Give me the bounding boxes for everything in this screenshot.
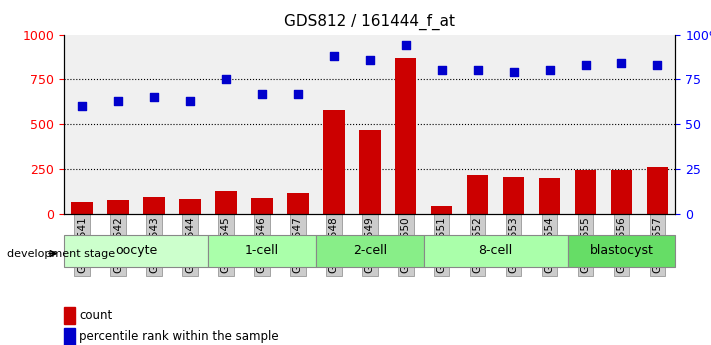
- Bar: [179, 199, 201, 214]
- Text: percentile rank within the sample: percentile rank within the sample: [80, 330, 279, 343]
- Point: [148, 95, 159, 100]
- Bar: [647, 167, 668, 214]
- Bar: [359, 130, 380, 214]
- Bar: [215, 190, 237, 214]
- Text: blastocyst: blastocyst: [589, 244, 653, 257]
- Bar: [64, 328, 75, 345]
- Point: [508, 69, 519, 75]
- Point: [652, 62, 663, 68]
- Text: 1-cell: 1-cell: [245, 244, 279, 257]
- Title: GDS812 / 161444_f_at: GDS812 / 161444_f_at: [284, 14, 455, 30]
- FancyBboxPatch shape: [424, 235, 567, 267]
- Point: [580, 62, 592, 68]
- Bar: [467, 175, 488, 214]
- FancyBboxPatch shape: [208, 235, 316, 267]
- Point: [472, 68, 483, 73]
- Bar: [64, 307, 75, 324]
- Bar: [143, 197, 165, 214]
- Point: [76, 104, 87, 109]
- Bar: [503, 177, 525, 214]
- Point: [112, 98, 124, 104]
- FancyBboxPatch shape: [567, 235, 675, 267]
- Point: [544, 68, 555, 73]
- Bar: [287, 193, 309, 214]
- Point: [364, 57, 375, 62]
- Bar: [107, 199, 129, 214]
- Point: [256, 91, 267, 97]
- Bar: [539, 178, 560, 214]
- Bar: [251, 198, 272, 214]
- FancyBboxPatch shape: [316, 235, 424, 267]
- Point: [184, 98, 196, 104]
- Bar: [574, 170, 597, 214]
- Text: development stage: development stage: [7, 249, 115, 258]
- Point: [436, 68, 447, 73]
- Bar: [71, 202, 92, 214]
- Point: [220, 77, 232, 82]
- Point: [400, 42, 412, 48]
- Point: [292, 91, 304, 97]
- Bar: [431, 206, 452, 214]
- Point: [616, 60, 627, 66]
- Bar: [323, 110, 345, 214]
- Text: 2-cell: 2-cell: [353, 244, 387, 257]
- Text: count: count: [80, 309, 112, 322]
- Bar: [395, 58, 417, 214]
- Point: [328, 53, 339, 59]
- FancyBboxPatch shape: [64, 235, 208, 267]
- Text: 8-cell: 8-cell: [479, 244, 513, 257]
- Text: oocyte: oocyte: [114, 244, 157, 257]
- Bar: [611, 170, 632, 214]
